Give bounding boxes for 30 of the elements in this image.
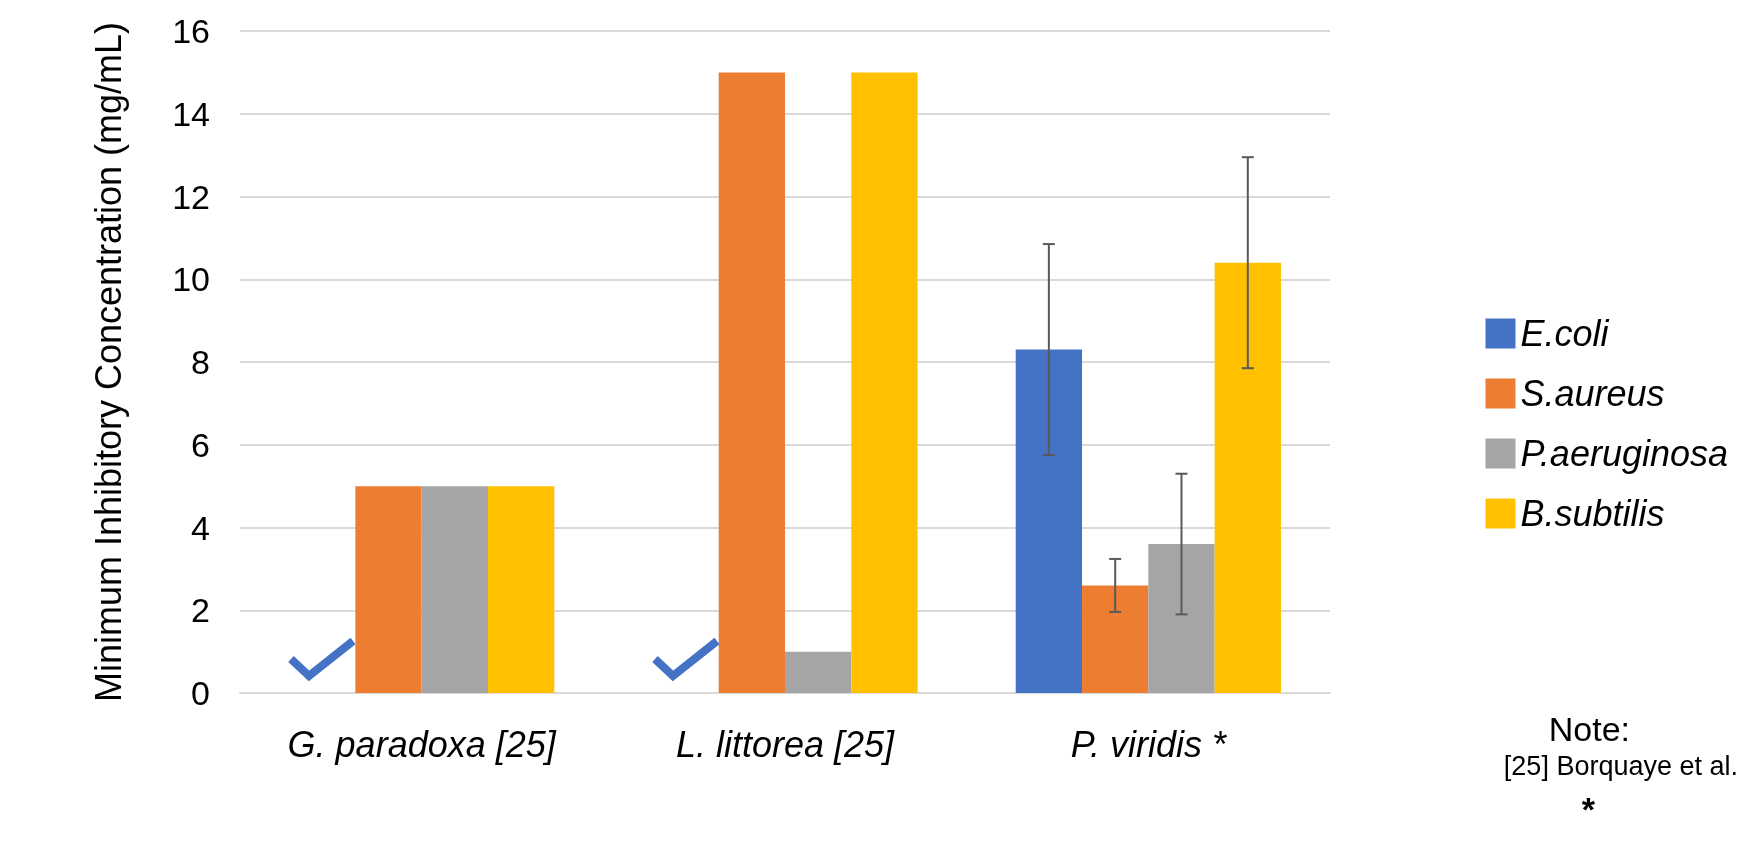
bar [1214,262,1281,693]
legend-label: P.aeruginosa [1520,433,1729,474]
x-tick-label: P. viridis * [1070,723,1228,765]
legend-label: S.aureus [1520,373,1665,414]
y-tick-label: 8 [191,343,210,381]
y-axis-title: Minimum Inhibitory Concentration (mg/mL) [87,21,129,703]
y-tick-label: 10 [172,260,210,299]
legend-label: B.subtilis [1520,493,1665,534]
bar [785,651,852,693]
y-tick-label: 4 [191,508,210,547]
bar [1082,585,1149,693]
text: Note: [1548,710,1630,748]
y-tick-label: 14 [172,94,210,133]
y-tick-label: 6 [191,425,210,464]
bar [1148,544,1215,693]
bar [421,486,488,693]
bar [851,72,918,693]
text: [25] Borquaye et al. [1503,750,1738,781]
text: * [1581,790,1596,828]
x-tick-label: G. paradoxa [25] [287,723,557,765]
y-tick-label: 16 [172,12,210,50]
bar [487,486,555,693]
y-tick-label: 0 [191,674,210,712]
bar [355,486,422,693]
bar [1015,349,1083,693]
x-tick-label: L. littorea [25] [675,723,896,765]
y-tick-label: 2 [191,591,210,630]
bar [718,72,785,693]
y-tick-label: 12 [172,177,210,216]
legend-label: E.coli [1520,313,1610,354]
